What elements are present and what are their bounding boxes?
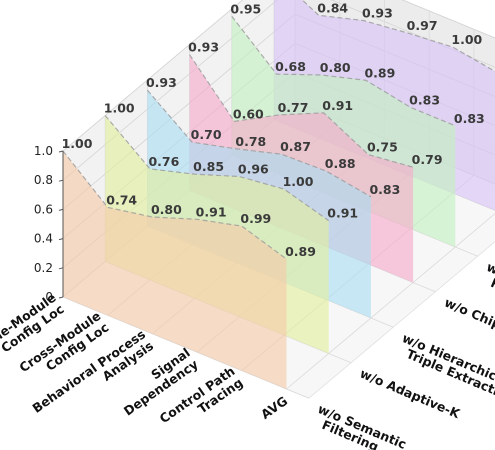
data-label: 0.93 bbox=[188, 40, 219, 55]
z-tick-label: 1.0 bbox=[34, 144, 53, 158]
x-gridline bbox=[286, 213, 495, 390]
z-tick-label: 0.4 bbox=[34, 232, 53, 246]
y-tick-label-line: w/o ChipKG bbox=[442, 295, 495, 340]
ribbon-line-series-2 bbox=[104, 115, 330, 222]
data-label: 0.75 bbox=[367, 140, 398, 155]
data-label: 1.00 bbox=[104, 101, 135, 116]
data-label: 0.84 bbox=[317, 0, 348, 15]
z-tick-mark bbox=[58, 296, 64, 299]
ribbon-line-series-6 bbox=[301, 0, 495, 73]
data-label: 0.79 bbox=[412, 152, 443, 167]
z-gridline bbox=[62, 0, 495, 152]
data-label: 0.97 bbox=[407, 18, 438, 33]
data-label: 0.88 bbox=[325, 156, 356, 171]
data-label: 0.89 bbox=[285, 244, 316, 259]
data-label: 0.91 bbox=[322, 98, 353, 113]
ribbon-line-series-5 bbox=[231, 15, 456, 127]
data-label: 0.80 bbox=[320, 60, 351, 75]
z-tick-mark bbox=[58, 267, 64, 270]
y-tick-label: w/o SemanticFiltering bbox=[311, 401, 409, 450]
data-label: 0.68 bbox=[275, 59, 306, 74]
data-label: 0.76 bbox=[148, 154, 179, 169]
series-ribbons bbox=[62, 0, 495, 389]
z-tick-mark bbox=[58, 150, 64, 153]
data-label: 0.99 bbox=[240, 211, 271, 226]
y-tick-label: w/o ChipKG bbox=[442, 295, 495, 340]
data-label: 0.91 bbox=[196, 204, 227, 219]
data-label: 0.80 bbox=[151, 202, 182, 217]
data-label: 0.91 bbox=[327, 206, 358, 221]
data-label: 0.89 bbox=[364, 65, 395, 80]
data-label: 0.87 bbox=[280, 139, 311, 154]
z-tick-mark bbox=[58, 179, 64, 182]
z-tick-label: 0.2 bbox=[34, 261, 53, 275]
ribbon-line-series-1 bbox=[62, 150, 287, 260]
z-tick-mark bbox=[58, 238, 64, 241]
data-label: 1.00 bbox=[451, 32, 482, 47]
data-label: 0.74 bbox=[106, 192, 137, 207]
data-label: 0.96 bbox=[238, 162, 269, 177]
data-label: 0.83 bbox=[409, 92, 440, 107]
data-label: 0.83 bbox=[454, 111, 485, 126]
ribbon-line-series-3 bbox=[146, 89, 372, 198]
data-label: 1.00 bbox=[62, 136, 93, 151]
data-label: 1.00 bbox=[283, 174, 314, 189]
data-label: 0.83 bbox=[369, 182, 400, 197]
ribbon-series-1 bbox=[63, 151, 287, 389]
data-label: 0.85 bbox=[193, 159, 224, 174]
z-tick-mark bbox=[58, 208, 64, 211]
ribbon-line-series-4 bbox=[189, 54, 414, 168]
data-label: 0.70 bbox=[191, 127, 222, 142]
data-label: 0.60 bbox=[233, 106, 264, 121]
z-tick-label: 0.6 bbox=[34, 202, 53, 216]
data-label: 0.78 bbox=[235, 134, 266, 149]
data-label: 0.93 bbox=[146, 75, 177, 90]
data-label: 0.95 bbox=[230, 1, 261, 16]
data-label: 0.93 bbox=[362, 6, 393, 21]
data-labels: 1.000.840.930.971.000.950.950.680.800.89… bbox=[62, 0, 485, 259]
x-tick-label: AVG bbox=[258, 393, 290, 422]
z-tick-label: 0.8 bbox=[34, 173, 53, 187]
data-label: 0.77 bbox=[278, 100, 309, 115]
z-tick-label: 0 bbox=[45, 290, 53, 304]
x-tick-label-line: AVG bbox=[258, 393, 290, 422]
